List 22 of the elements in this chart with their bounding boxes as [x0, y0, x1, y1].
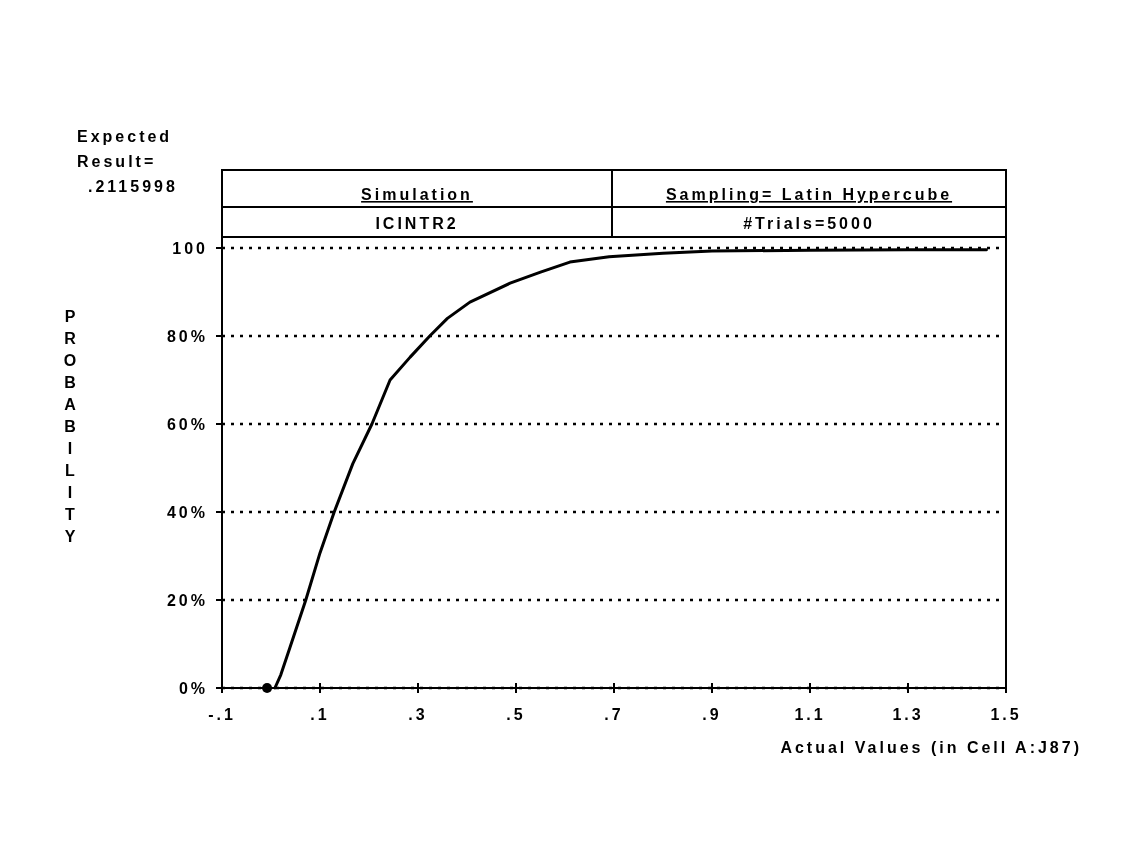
y-tick-label: 20%: [166, 592, 208, 609]
y-tick-label: 0%: [178, 680, 208, 697]
x-tick-label: .1: [310, 706, 330, 723]
y-tick-label: 60%: [166, 416, 208, 433]
x-tick-label: .9: [702, 706, 722, 723]
x-tick-label: .5: [506, 706, 526, 723]
x-tick-label: 1.1: [794, 706, 826, 723]
text: #Trials=5000: [743, 215, 875, 232]
x-tick-label: -.1: [208, 706, 236, 723]
chart-subtitle: Sampling= Latin Hypercube: [665, 186, 953, 203]
x-tick-label: 1.5: [990, 706, 1022, 723]
y-tick-label: 40%: [166, 504, 208, 521]
y-tick-label: 100: [172, 240, 208, 257]
text: ICINTR2: [375, 215, 459, 232]
y-tick-label: 80%: [166, 328, 208, 345]
x-tick-label: .3: [408, 706, 428, 723]
x-tick-label: 1.3: [892, 706, 924, 723]
text: PROBABILITY: [63, 308, 77, 545]
text: Expected Result= .2115998: [77, 128, 178, 195]
x-axis-title: Actual Values (in Cell A:J87): [780, 739, 1082, 756]
x-tick-label: .7: [604, 706, 624, 723]
chart-title: Simulation: [361, 186, 473, 203]
